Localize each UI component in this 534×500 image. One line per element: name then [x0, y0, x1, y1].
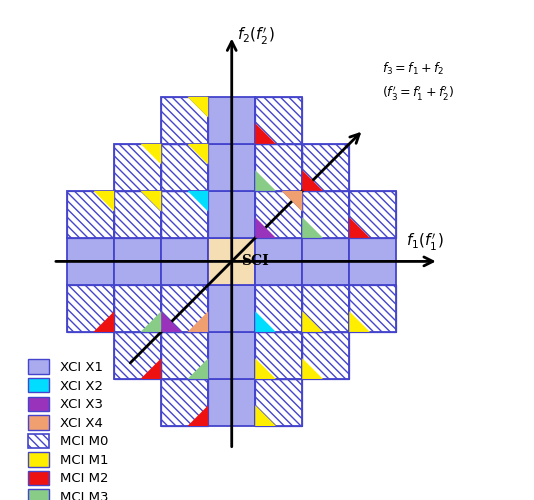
- Bar: [161, 285, 208, 332]
- Bar: [255, 97, 302, 144]
- Polygon shape: [255, 406, 276, 426]
- Bar: [161, 144, 208, 191]
- Polygon shape: [255, 170, 276, 191]
- Bar: [255, 285, 302, 332]
- Bar: [349, 285, 396, 332]
- Polygon shape: [187, 191, 208, 212]
- Bar: [114, 238, 161, 285]
- Polygon shape: [302, 170, 323, 191]
- Bar: [302, 332, 349, 379]
- Bar: [161, 191, 208, 238]
- Bar: [255, 238, 302, 285]
- Bar: [67, 238, 114, 285]
- Bar: [67, 191, 114, 238]
- Bar: [302, 332, 349, 379]
- Polygon shape: [302, 358, 323, 379]
- Bar: [67, 285, 114, 332]
- Bar: [208, 191, 255, 238]
- Bar: [255, 379, 302, 426]
- Bar: [208, 97, 255, 144]
- Bar: [302, 144, 349, 191]
- Bar: [255, 285, 302, 332]
- Polygon shape: [349, 312, 370, 332]
- Bar: [67, 285, 114, 332]
- Bar: [161, 238, 208, 285]
- Bar: [114, 144, 161, 191]
- Polygon shape: [255, 358, 276, 379]
- Bar: [255, 379, 302, 426]
- Bar: [161, 97, 208, 144]
- Polygon shape: [187, 358, 208, 379]
- Bar: [255, 191, 302, 238]
- Bar: [161, 191, 208, 238]
- Bar: [114, 285, 161, 332]
- Polygon shape: [187, 97, 208, 117]
- Bar: [255, 332, 302, 379]
- Bar: [114, 332, 161, 379]
- Legend: XCI X1, XCI X2, XCI X3, XCI X4, MCI M0, MCI M1, MCI M2, MCI M3: XCI X1, XCI X2, XCI X3, XCI X4, MCI M0, …: [28, 360, 108, 500]
- Bar: [302, 191, 349, 238]
- Polygon shape: [187, 406, 208, 426]
- Bar: [114, 144, 161, 191]
- Bar: [349, 191, 396, 238]
- Bar: [114, 285, 161, 332]
- Bar: [208, 332, 255, 379]
- Polygon shape: [187, 144, 208, 165]
- Bar: [161, 97, 208, 144]
- Polygon shape: [255, 217, 276, 238]
- Bar: [208, 144, 255, 191]
- Bar: [161, 379, 208, 426]
- Bar: [349, 238, 396, 285]
- Polygon shape: [349, 217, 370, 238]
- Bar: [255, 97, 302, 144]
- Polygon shape: [281, 191, 302, 212]
- Bar: [349, 285, 396, 332]
- Bar: [114, 332, 161, 379]
- Bar: [255, 144, 302, 191]
- Polygon shape: [302, 217, 323, 238]
- Polygon shape: [187, 312, 208, 332]
- Bar: [349, 191, 396, 238]
- Bar: [67, 191, 114, 238]
- Text: $f_3 = f_1 + f_2$
$(f_3' = f_1' + f_2')$: $f_3 = f_1 + f_2$ $(f_3' = f_1' + f_2')$: [382, 61, 454, 102]
- Polygon shape: [93, 191, 114, 212]
- Bar: [255, 191, 302, 238]
- Bar: [302, 285, 349, 332]
- Bar: [208, 285, 255, 332]
- Polygon shape: [140, 358, 161, 379]
- Bar: [208, 379, 255, 426]
- Polygon shape: [140, 312, 161, 332]
- Bar: [255, 332, 302, 379]
- Bar: [114, 191, 161, 238]
- Polygon shape: [255, 312, 276, 332]
- Bar: [302, 238, 349, 285]
- Bar: [161, 144, 208, 191]
- Bar: [161, 379, 208, 426]
- Bar: [302, 191, 349, 238]
- Text: SCI: SCI: [241, 254, 269, 268]
- Text: $f_1(f_1')$: $f_1(f_1')$: [406, 232, 443, 253]
- Bar: [161, 332, 208, 379]
- Bar: [208, 238, 255, 285]
- Bar: [114, 191, 161, 238]
- Polygon shape: [255, 123, 276, 144]
- Polygon shape: [140, 144, 161, 165]
- Bar: [302, 144, 349, 191]
- Text: $f_2(f_2')$: $f_2(f_2')$: [238, 26, 275, 48]
- Polygon shape: [161, 312, 182, 332]
- Polygon shape: [140, 191, 161, 212]
- Bar: [302, 285, 349, 332]
- Bar: [255, 144, 302, 191]
- Polygon shape: [302, 312, 323, 332]
- Bar: [161, 285, 208, 332]
- Polygon shape: [93, 312, 114, 332]
- Bar: [161, 332, 208, 379]
